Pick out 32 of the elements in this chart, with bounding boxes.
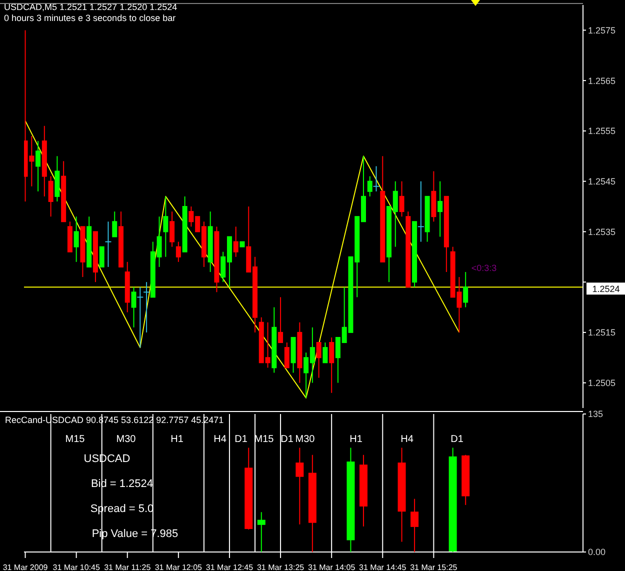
y-tick-label: 1.2555 <box>588 126 616 136</box>
x-tick-label: 31 Mar 11:25 <box>104 563 152 571</box>
annotation: M30 <box>295 434 316 445</box>
y-tick-label: 1.2515 <box>588 328 616 338</box>
x-tick-label: 31 Mar 12:05 <box>154 563 203 571</box>
y-tick-label: 0.00 <box>588 547 606 558</box>
annotation: D1 <box>450 434 464 445</box>
annotation: D1 <box>234 434 248 445</box>
y-tick-label: 1.2545 <box>588 176 616 187</box>
annotation: H1 <box>170 434 184 445</box>
x-tick-label: 31 Mar 12:45 <box>206 563 254 571</box>
annotation: M15 <box>65 434 86 445</box>
y-tick-label: 1.2505 <box>588 378 616 388</box>
x-tick-label: 31 Mar 14:05 <box>308 563 356 571</box>
x-tick-label: 31 Mar 14:45 <box>359 563 407 571</box>
x-tick-label: 31 Mar 15:25 <box>410 563 458 571</box>
annotation: D1 <box>280 434 294 445</box>
annotation: M30 <box>116 434 136 445</box>
x-tick-label: 31 Mar 13:25 <box>256 563 305 571</box>
annotation: H1 <box>350 434 363 445</box>
x-tick-label: 31 Mar 2009 <box>2 563 48 571</box>
chart-title: USDCAD,M5 1.2521 1.2527 1.2520 1.2524 <box>4 2 178 12</box>
x-tick-label: 31 Mar 10:45 <box>52 563 100 571</box>
text: 0 hours 3 minutes e 3 seconds to close bar <box>4 13 176 23</box>
y-tick-label: 1.2575 <box>588 25 616 36</box>
y-tick-label: 1.2535 <box>588 226 616 237</box>
annotation: H4 <box>214 434 227 445</box>
annotation: H4 <box>400 434 414 445</box>
y-tick-label: 1.2565 <box>588 76 616 86</box>
annotation: <0:3:3 <box>471 263 497 273</box>
ref-line-label: 1.2524 <box>592 284 620 294</box>
y-tick-label: 135 <box>588 409 604 420</box>
